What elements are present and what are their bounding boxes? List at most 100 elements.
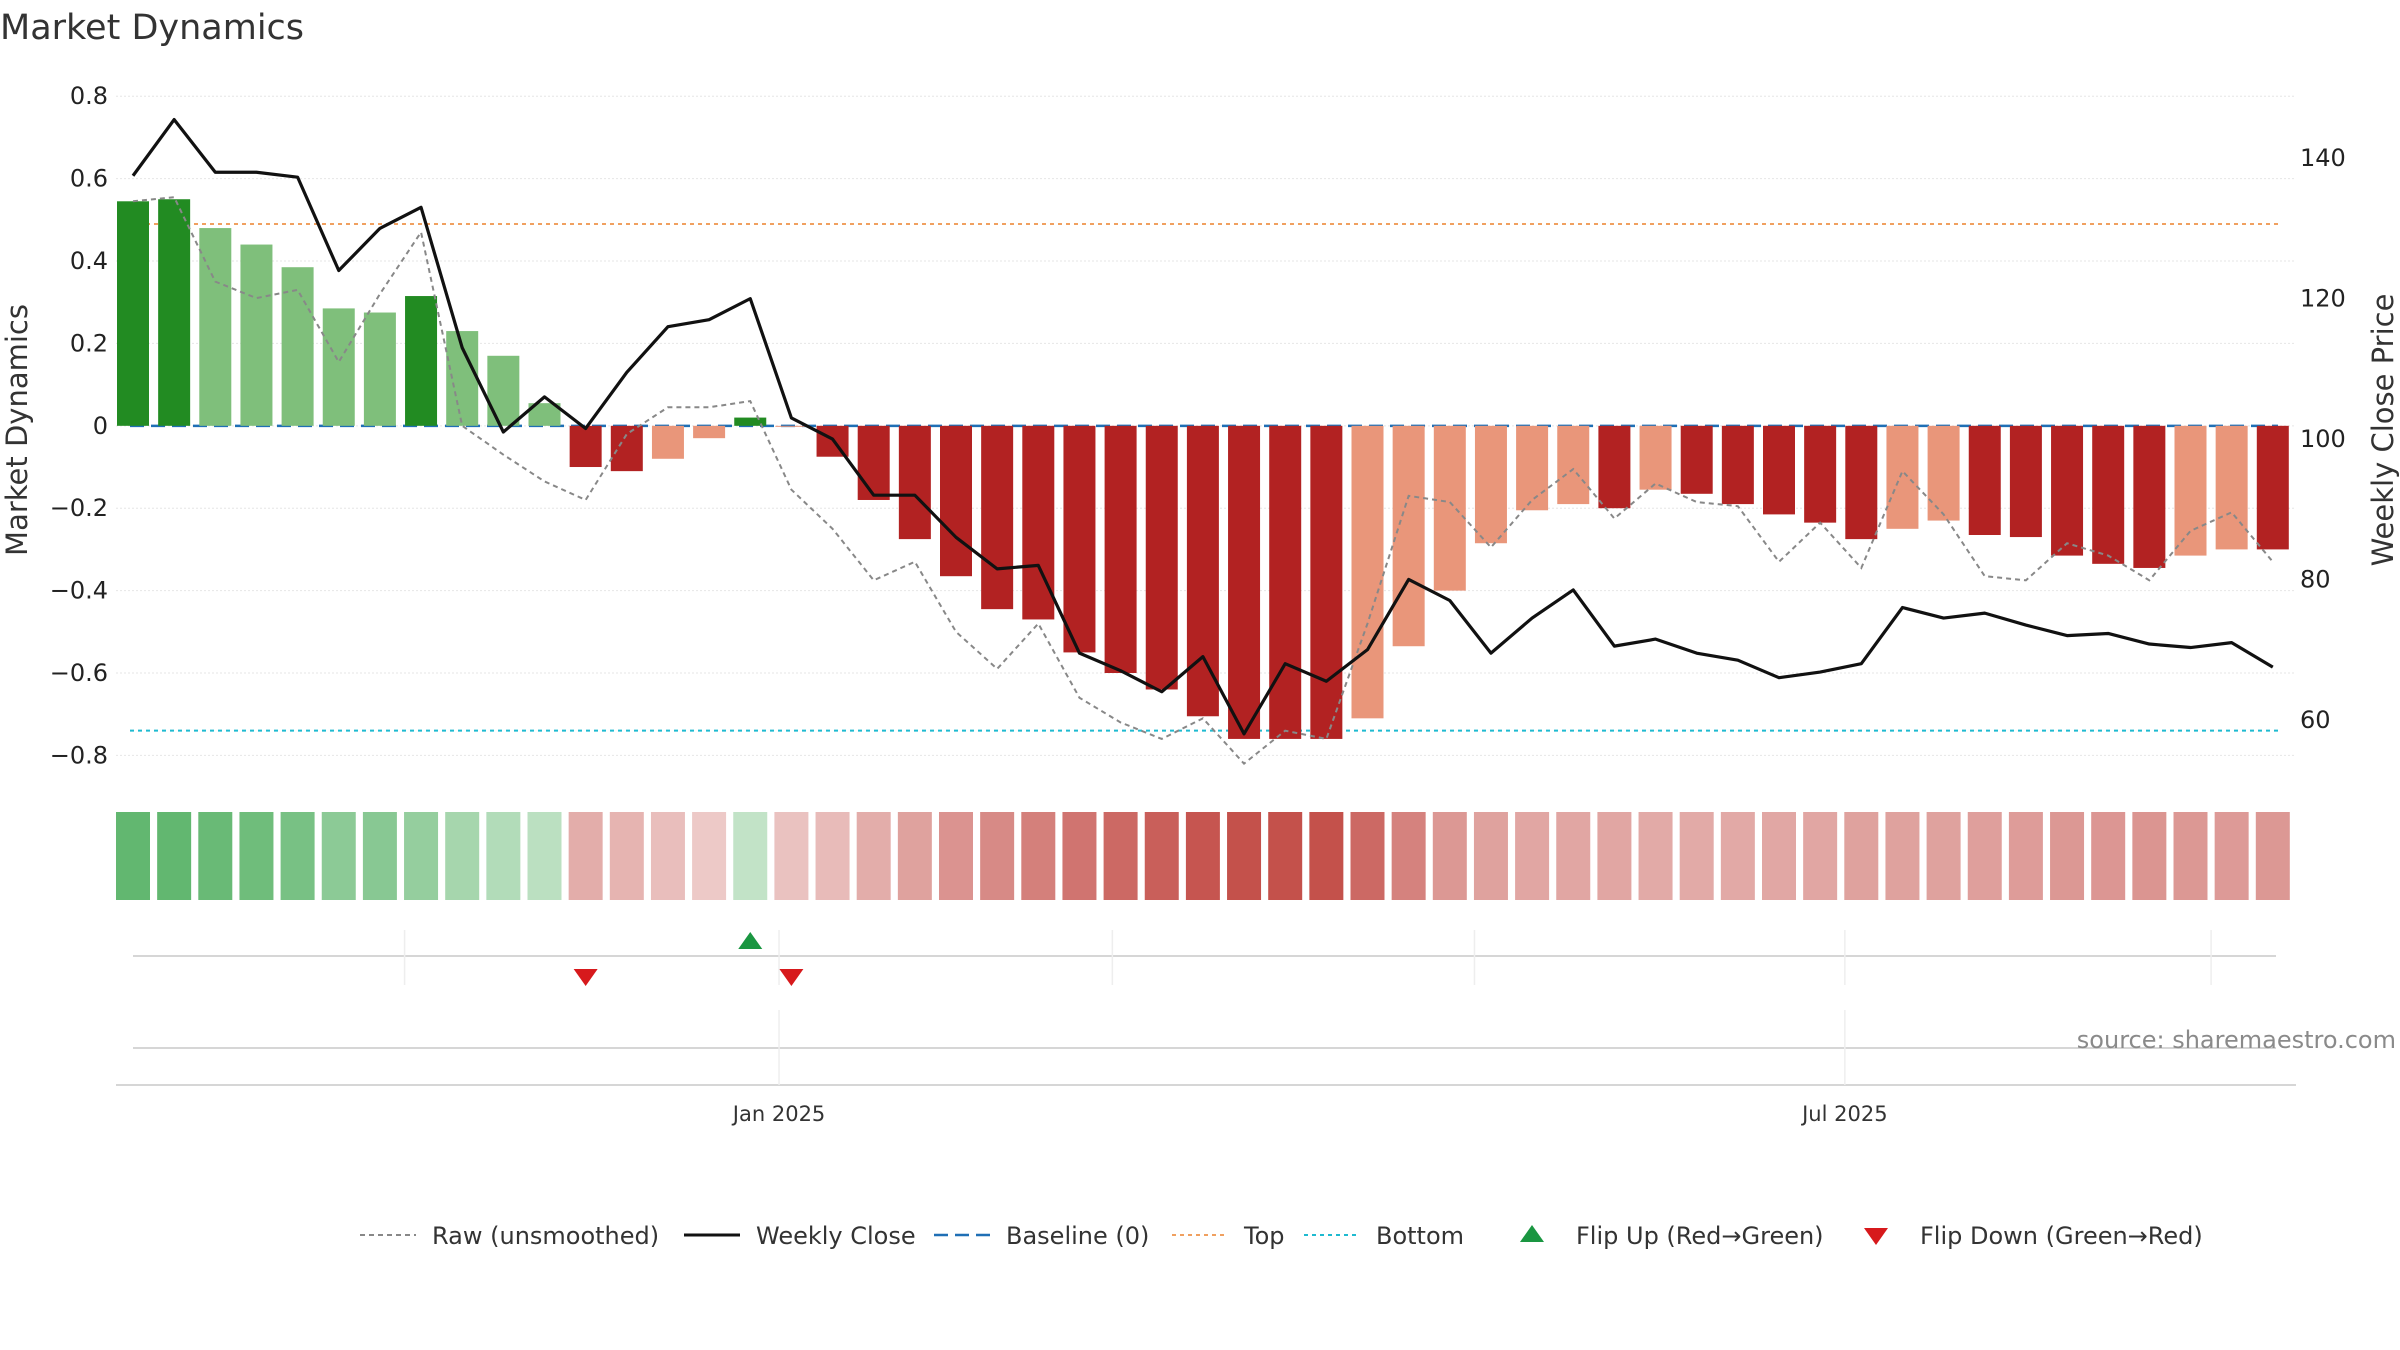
bar: [1392, 425, 1425, 647]
heat-cell: [1803, 812, 1838, 900]
bar: [158, 199, 191, 426]
heat-cell: [321, 812, 356, 900]
heat-cell: [897, 812, 932, 900]
heat-cell: [1638, 812, 1673, 900]
heat-cell: [116, 812, 150, 900]
heat-cell: [1926, 812, 1961, 900]
heat-cell: [1185, 812, 1220, 900]
bar: [1474, 425, 1507, 544]
legend: Raw (unsmoothed) Weekly Close Baseline (0)…: [360, 1222, 2203, 1250]
legend-label: Raw (unsmoothed): [432, 1222, 659, 1250]
raw-unsmoothed-line: [132, 196, 2274, 766]
bar: [240, 244, 273, 426]
y-tick-label: −0.8: [50, 741, 108, 769]
heat-cell: [568, 812, 603, 900]
heat-cell: [404, 812, 439, 900]
bar: [528, 403, 561, 426]
bar: [363, 312, 396, 426]
bar: [2256, 425, 2289, 550]
heat-cell: [1844, 812, 1879, 900]
legend-flip-up-icon: [1520, 1225, 1544, 1242]
heat-cell: [1885, 812, 1920, 900]
heat-cell: [774, 812, 809, 900]
y-tick-label: 0.4: [70, 247, 108, 275]
bar: [1927, 425, 1960, 521]
bar: [940, 425, 972, 577]
bar: [2133, 425, 2166, 568]
bar: [2174, 425, 2207, 556]
heat-cell: [280, 812, 315, 900]
heat-cell: [650, 812, 685, 900]
y2-tick-label: 60: [2300, 706, 2331, 734]
heat-cell: [1679, 812, 1714, 900]
source-text: source: sharemaestro.com: [2077, 1026, 2396, 1054]
heat-cell: [527, 812, 562, 900]
heat-cell: [1144, 812, 1179, 900]
legend-flip-down-icon: [1864, 1228, 1888, 1245]
bar: [1680, 425, 1713, 494]
bar: [651, 425, 684, 459]
legend-label: Weekly Close: [756, 1222, 916, 1250]
bar: [569, 425, 602, 468]
heat-cell: [1227, 812, 1262, 900]
bar: [1433, 425, 1466, 591]
heat-cell: [2255, 812, 2290, 900]
bar: [857, 425, 890, 500]
heat-cell: [815, 812, 850, 900]
weekly-close-line: [131, 117, 2274, 736]
heat-cell: [2008, 812, 2043, 900]
heat-cell: [1391, 812, 1426, 900]
y2-axis-ticks: 60 80 100 120 140: [2300, 144, 2346, 734]
bar: [898, 425, 931, 540]
heat-cell: [1597, 812, 1632, 900]
heat-cell: [609, 812, 644, 900]
x-tick-label: Jan 2025: [731, 1102, 826, 1126]
flip-down-marker: [779, 969, 804, 986]
bar: [487, 355, 520, 426]
legend-label: Bottom: [1376, 1222, 1464, 1250]
bar: [693, 425, 726, 439]
bar: [281, 267, 314, 426]
heat-cell: [362, 812, 397, 900]
flip-markers: [133, 930, 2276, 1049]
flip-down-marker: [573, 969, 598, 986]
series-lines: [131, 117, 2274, 766]
heat-cell: [1309, 812, 1344, 900]
legend-label: Top: [1243, 1222, 1285, 1250]
bar: [1968, 425, 2001, 535]
bar: [1639, 425, 1672, 490]
chart-title: Market Dynamics: [0, 8, 304, 48]
heat-cell: [733, 812, 768, 900]
heat-cell: [980, 812, 1015, 900]
bar: [1598, 425, 1631, 509]
bar: [775, 425, 808, 427]
bar: [1804, 425, 1837, 523]
y-tick-label: 0.2: [70, 329, 108, 357]
heat-cell: [198, 812, 233, 900]
heat-cell: [1473, 812, 1508, 900]
y2-tick-label: 100: [2300, 425, 2346, 453]
y-tick-label: 0.8: [70, 82, 108, 110]
heat-cell: [939, 812, 973, 900]
heat-cell: [692, 812, 727, 900]
y-tick-label: −0.6: [50, 659, 108, 687]
heat-cell: [1556, 812, 1591, 900]
heat-cell: [486, 812, 521, 900]
bar: [734, 417, 767, 426]
bar: [1063, 425, 1096, 653]
bar: [1516, 425, 1549, 511]
legend-label: Baseline (0): [1006, 1222, 1149, 1250]
bar: [117, 201, 149, 426]
heat-cell: [2132, 812, 2167, 900]
bar: [405, 296, 438, 426]
heat-cell: [856, 812, 891, 900]
heat-cell: [239, 812, 274, 900]
momentum-strip: [116, 812, 2290, 900]
bar: [1269, 425, 1302, 739]
x-axis: Jan 2025 Jul 2025: [116, 1010, 2296, 1126]
bar: [1557, 425, 1590, 505]
x-tick-label: Jul 2025: [1800, 1102, 1887, 1126]
bar: [2009, 425, 2042, 538]
bar: [1845, 425, 1878, 540]
heat-cell: [2173, 812, 2208, 900]
